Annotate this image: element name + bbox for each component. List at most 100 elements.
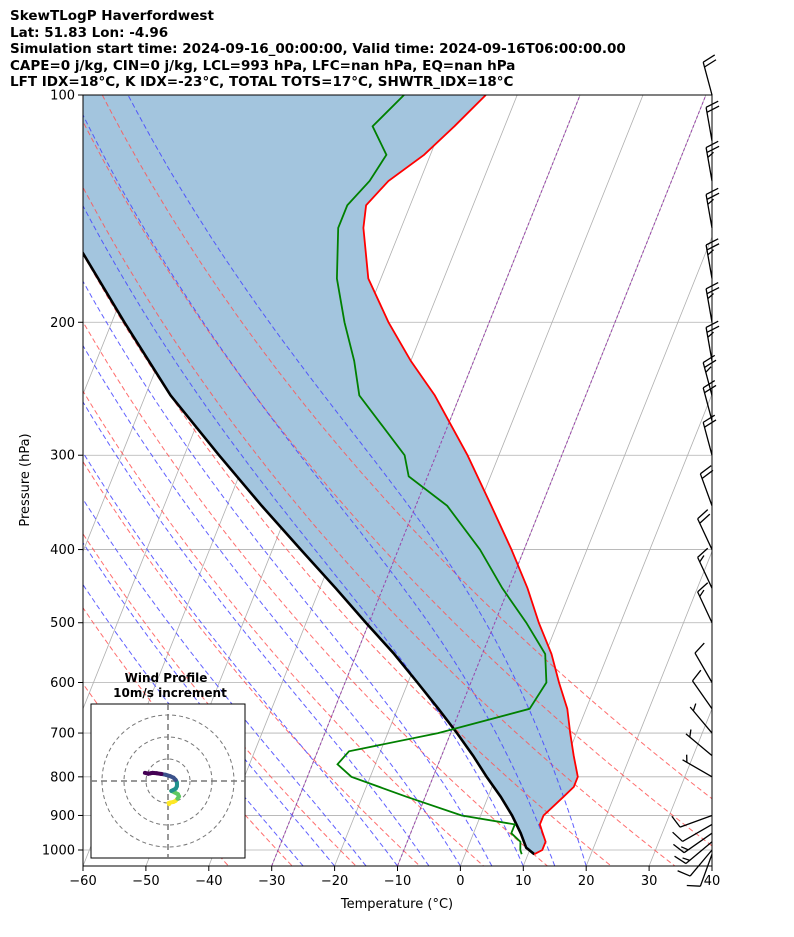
y-tick-label: 100 (50, 89, 75, 104)
moist-adiabat-line (83, 113, 556, 866)
wind-barb-feather (694, 642, 705, 654)
chart-title-cape: CAPE=0 j/kg, CIN=0 j/kg, LCL=993 hPa, LF… (10, 57, 516, 74)
wind-barb (705, 238, 720, 279)
wind-barb-feather (682, 857, 690, 861)
wind-barb-shaft (689, 849, 713, 877)
wind-barb (705, 140, 720, 182)
wind-barb-shaft (679, 814, 713, 828)
x-tick-label: 20 (578, 874, 595, 889)
x-tick-label: 10 (515, 874, 532, 889)
y-tick-label: 200 (50, 316, 75, 331)
x-tick-label: 30 (641, 874, 658, 889)
wind-barb-shaft (705, 147, 713, 182)
wind-barb-feather (691, 669, 702, 682)
y-tick-label: 1000 (42, 844, 75, 859)
wind-barbs (671, 54, 720, 887)
isotherm-gridline (522, 393, 712, 866)
isotherm-gridline (648, 707, 712, 866)
isotherm-gridline (585, 550, 712, 866)
wind-barb-shaft (702, 362, 713, 396)
hodograph-inset: Wind Profile 10m/s increment (90, 671, 246, 859)
wind-barb-feather (699, 513, 711, 524)
wind-barb (697, 582, 713, 623)
hodograph-title: Wind Profile (125, 671, 208, 685)
y-tick-label: 900 (50, 809, 75, 824)
wind-barb-shaft (682, 823, 713, 843)
wind-barb-feather (707, 198, 714, 205)
wind-barb-shaft (705, 288, 713, 323)
wind-barb (691, 669, 713, 710)
wind-barb-feather (702, 414, 716, 423)
wind-barb-feather (705, 140, 719, 149)
dry-adiabat-line (83, 320, 548, 866)
wind-barb-shaft (699, 473, 713, 506)
parcel-profile-line (83, 250, 536, 856)
wind-barb-feather (673, 843, 685, 854)
axes: −60 −50 −40 −30 −20 −10 0 10 20 30 40 100 200 300 400 5… (42, 89, 720, 890)
y-tick-label: 800 (50, 770, 75, 785)
wind-barb (702, 354, 717, 396)
wind-barb-shaft (702, 61, 713, 96)
wind-barb-shaft (697, 557, 713, 589)
y-tick-label: 500 (50, 616, 75, 631)
wind-barb-feather (705, 100, 719, 108)
x-tick-label: −60 (69, 874, 96, 889)
wind-barb-feather (705, 282, 719, 290)
wind-barb-feather (674, 855, 687, 865)
wind-barb (705, 100, 720, 141)
chart-title-station: SkewTLogP Haverfordwest (10, 8, 214, 24)
special-isotherms (271, 95, 707, 866)
wind-barb-feather (671, 815, 681, 828)
wind-barb-feather (706, 286, 720, 295)
moist-adiabat-line (83, 344, 461, 866)
dewpoint-profile-line (335, 95, 548, 855)
chart-title-time: Simulation start time: 2024-09-16_00:00:… (10, 41, 626, 57)
moist-adiabat-line (127, 95, 587, 866)
wind-barb-feather (707, 293, 714, 300)
wind-barb-feather (706, 192, 720, 200)
moist-adiabat-line (83, 451, 398, 866)
special-isotherm-line (397, 95, 707, 866)
wind-barb-shaft (705, 194, 713, 229)
wind-barb-feather (701, 469, 714, 480)
chart-title-block: SkewTLogP Haverfordwest Lat: 51.83 Lon: … (10, 8, 626, 91)
wind-barb-feather (704, 359, 717, 368)
wind-barb-feather (699, 589, 705, 597)
x-axis-label: Temperature (°C) (340, 897, 453, 912)
moist-adiabat-line (83, 204, 524, 866)
wind-barb-feather (697, 509, 709, 520)
dry-adiabat-line (83, 253, 612, 866)
wind-barb (705, 187, 720, 229)
wind-barb-feather (704, 59, 717, 68)
wind-barb-feather (697, 547, 709, 558)
dry-adiabat-line (83, 186, 676, 866)
wind-barb-feather (704, 419, 717, 428)
wind-barb-feather (702, 354, 716, 364)
chart-title-indices: LFT IDX=18°C, K IDX=-23°C, TOTAL TOTS=17… (10, 74, 514, 90)
wind-barb-feather (707, 151, 714, 158)
wind-barb (689, 703, 713, 734)
dry-adiabat-line (83, 120, 712, 847)
wind-barb-feather (689, 729, 692, 738)
x-tick-label: −40 (195, 874, 222, 889)
wind-barb-shaft (705, 107, 713, 141)
wind-barb-shaft (694, 652, 713, 683)
dry-adiabat-line (101, 95, 712, 800)
wind-barb-shaft (691, 680, 713, 710)
isotherm-gridline (334, 95, 644, 866)
x-tick-label: −30 (258, 874, 285, 889)
wind-barb (702, 414, 717, 456)
wind-barb-feather (692, 703, 697, 712)
y-tick-label: 600 (50, 676, 75, 691)
wind-barb (682, 754, 713, 778)
y-tick-label: 700 (50, 727, 75, 742)
chart-title-location: Lat: 51.83 Lon: -4.96 (10, 24, 169, 41)
wind-barb-feather (706, 145, 720, 154)
wind-barb (673, 832, 713, 854)
hodograph-ring (145, 758, 191, 804)
temperature-profile-line (362, 95, 579, 855)
wind-barb (699, 465, 714, 506)
wind-barb-feather (699, 465, 712, 475)
cin-fill-area (83, 95, 578, 855)
